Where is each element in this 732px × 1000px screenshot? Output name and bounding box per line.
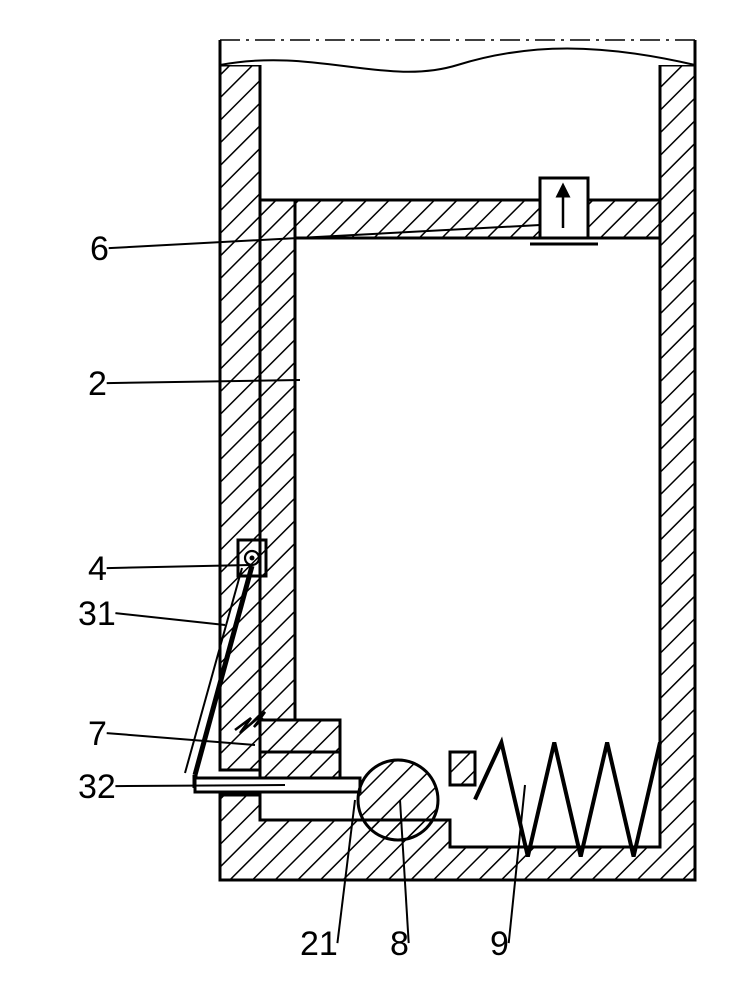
label-21: 21 <box>300 925 338 963</box>
pivot-pin-center <box>250 556 255 561</box>
diagram-root: 6 2 4 31 7 32 21 8 9 <box>0 0 732 1000</box>
inner-wall-vertical <box>260 200 295 720</box>
label-4: 4 <box>88 550 107 588</box>
leader-32 <box>115 785 285 786</box>
label-7: 7 <box>88 715 107 753</box>
label-31: 31 <box>78 595 116 633</box>
label-2: 2 <box>88 365 107 403</box>
label-8: 8 <box>390 925 409 963</box>
leader-31 <box>115 613 225 625</box>
channel-roof-right <box>450 752 475 785</box>
label-32: 32 <box>78 768 116 806</box>
inner-wall-step <box>260 720 340 752</box>
ball <box>358 760 438 840</box>
main-spring <box>475 743 660 857</box>
partition-plate <box>295 200 660 238</box>
label-6: 6 <box>90 230 109 268</box>
label-9: 9 <box>490 925 509 963</box>
